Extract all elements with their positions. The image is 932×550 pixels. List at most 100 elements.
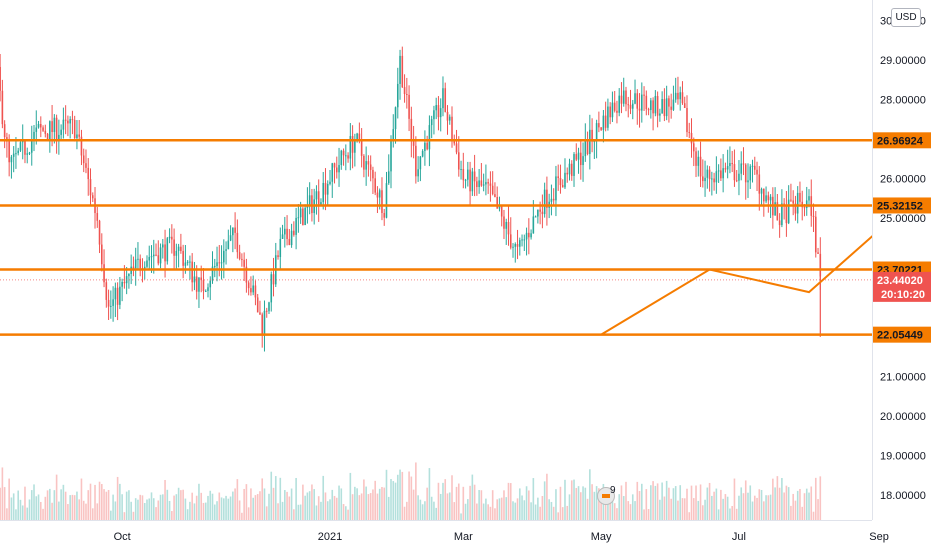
volume-bar [758, 489, 761, 520]
volume-bar [189, 501, 191, 520]
volume-bar [634, 501, 636, 520]
volume-bar [541, 496, 544, 520]
volume-bar [507, 482, 510, 520]
currency-button[interactable]: USD [891, 8, 921, 27]
volume-bar [656, 483, 659, 520]
candle-body [333, 163, 336, 168]
volume-bar [401, 471, 404, 520]
candle-body [150, 256, 153, 258]
candle-body [182, 250, 184, 266]
volume-bar [670, 498, 672, 520]
x-tick-label: May [591, 531, 612, 543]
candle-body [446, 111, 449, 121]
volume-bar [331, 489, 334, 520]
volume-bar [363, 479, 365, 520]
volume-bar [200, 492, 203, 520]
level-price-badge [873, 197, 931, 214]
volume-bar [10, 497, 13, 520]
candle-body [473, 171, 476, 182]
candle-body [315, 191, 318, 200]
candle-body [629, 104, 632, 109]
volume-bar [591, 484, 593, 520]
last-price-label: 23.44020 [877, 275, 923, 287]
candle-body [663, 99, 666, 117]
candle-body [643, 94, 645, 96]
volume-bar [182, 489, 184, 520]
volume-bar [250, 488, 252, 520]
volume-bar [729, 508, 731, 520]
candle-body [616, 110, 618, 113]
volume-bar [763, 501, 765, 520]
candle-body [464, 179, 467, 181]
candle-body [39, 123, 42, 128]
candle-body [726, 166, 729, 170]
volume-bar [365, 486, 367, 520]
candle-body [35, 127, 38, 132]
volume-bar [641, 483, 643, 520]
volume-bar [699, 484, 702, 520]
candle-body [403, 87, 406, 95]
volume-bar [509, 483, 512, 520]
volume-bar [424, 501, 426, 520]
volume-bar [812, 511, 815, 520]
candle-body [713, 178, 715, 183]
candle-body [686, 108, 688, 133]
volume-bar [333, 495, 336, 520]
candle-body [747, 180, 749, 183]
candle-body [435, 105, 437, 111]
volume-bar [71, 494, 74, 520]
volume-bar [236, 479, 239, 520]
volume-bar [130, 501, 132, 520]
horizontal-levels[interactable] [0, 139, 872, 336]
volume-bar [37, 494, 40, 520]
candle-body [213, 266, 216, 268]
volume-bar [421, 504, 424, 520]
candle-body [437, 105, 440, 118]
candle-body [378, 190, 381, 198]
volume-bar [503, 490, 505, 520]
volume-bar [64, 491, 67, 520]
candle-body [503, 216, 505, 229]
candle-body [259, 312, 261, 315]
projection-path[interactable] [600, 143, 932, 336]
level-price-badge [873, 132, 931, 149]
volume-bar [442, 482, 444, 520]
candle-body [44, 130, 47, 134]
candle-body [116, 287, 119, 305]
volume-bar [15, 509, 17, 520]
candle-body [586, 139, 589, 154]
candle-body [507, 221, 510, 235]
candle-body [173, 239, 175, 256]
volume-bar [643, 509, 645, 520]
volume-bar [103, 489, 105, 520]
candlestick-series [0, 46, 822, 352]
volume-bar [67, 504, 69, 520]
candle-body [808, 196, 810, 201]
volume-bar [491, 490, 494, 520]
volume-bar [500, 497, 503, 520]
y-tick-label: 20.00000 [880, 411, 926, 423]
candle-body [756, 169, 758, 175]
candle-body [89, 179, 92, 196]
volume-bar [150, 492, 153, 520]
volume-bar [26, 507, 29, 520]
volume-bar [787, 487, 790, 520]
volume-bar [261, 478, 264, 520]
volume-bar [799, 488, 801, 520]
volume-bar [293, 509, 295, 520]
volume-bar [121, 494, 123, 520]
candle-body [80, 136, 83, 156]
candle-body [543, 189, 546, 215]
volume-bar [381, 486, 383, 520]
countdown-label: 20:10:20 [881, 289, 925, 301]
candle-body [609, 106, 611, 118]
candle-body [381, 190, 383, 214]
event-flag-icon[interactable] [597, 487, 615, 505]
y-tick-label: 28.00000 [880, 95, 926, 107]
candle-body [234, 227, 236, 233]
volume-bar [794, 500, 797, 520]
volume-bar [30, 490, 33, 520]
candle-body [803, 207, 806, 209]
candle-body [295, 217, 297, 235]
